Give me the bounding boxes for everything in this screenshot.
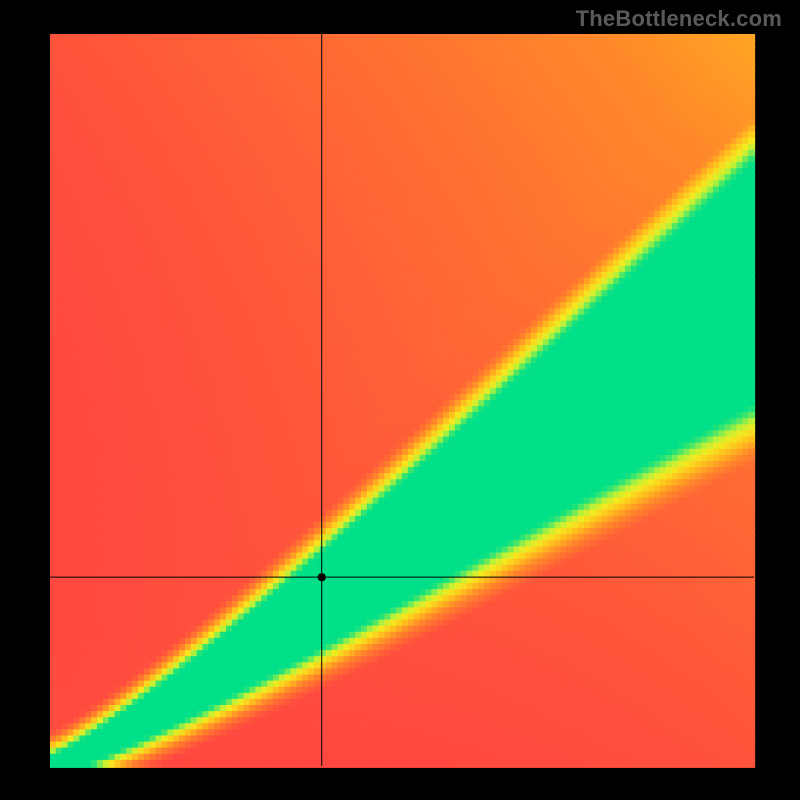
watermark-text: TheBottleneck.com bbox=[576, 6, 782, 32]
bottleneck-heatmap bbox=[0, 0, 800, 800]
chart-container: TheBottleneck.com bbox=[0, 0, 800, 800]
